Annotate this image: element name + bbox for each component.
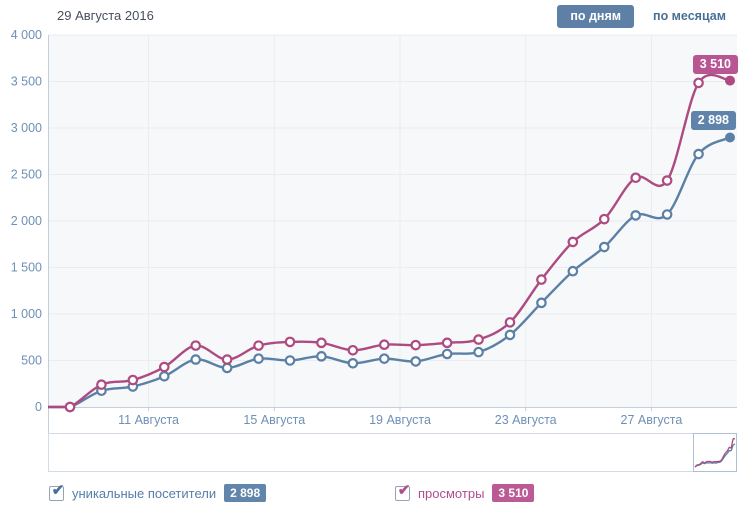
overview-series-visitors [694,443,736,468]
overview-strip[interactable] [48,433,737,472]
data-point-visitors[interactable] [158,371,170,382]
data-point-visitors[interactable] [316,351,327,362]
data-point-visitors[interactable] [284,355,296,366]
data-point-visitors[interactable] [221,362,233,374]
y-axis-label: 4 000 [11,28,42,42]
x-axis-label: 15 Августа [243,413,305,427]
data-point-views[interactable] [221,354,233,365]
data-point-views[interactable] [473,334,484,345]
y-axis-label: 2 000 [11,214,42,228]
data-point-visitors[interactable] [567,265,579,277]
data-point-visitors[interactable] [378,353,390,364]
views-checkbox[interactable]: ✔ [395,481,411,501]
by-days-button[interactable]: по дням [557,5,634,28]
data-point-views[interactable] [567,236,579,248]
data-point-views[interactable] [598,213,610,225]
legend-label-visitors[interactable]: уникальные посетители [72,485,217,501]
data-point-visitors[interactable] [441,348,453,360]
y-axis-label: 1 000 [11,307,42,321]
data-point-views[interactable] [127,374,139,386]
legend-value-views: 3 510 [492,484,535,502]
y-axis-label: 0 [35,400,42,414]
current-date-label: 29 Августа 2016 [57,8,154,23]
data-point-visitors[interactable] [410,356,422,367]
checkmark-icon: ✔ [51,481,65,499]
views-value-badge: 3 510 [692,55,738,74]
overview-series-views [694,437,736,468]
legend-value-visitors: 2 898 [224,484,267,502]
data-point-views[interactable] [96,379,107,390]
legend-item-visitors[interactable]: ✔ уникальные посетители 2 898 [49,481,267,502]
data-point-views[interactable] [284,336,296,348]
data-point-views[interactable] [347,344,359,356]
data-point-visitors[interactable] [661,209,673,220]
data-point-views[interactable] [661,175,673,186]
final-point-views[interactable] [725,75,735,86]
data-point-views[interactable] [630,172,642,184]
y-axis-label: 500 [21,354,42,368]
data-point-visitors[interactable] [253,353,264,364]
data-point-views[interactable] [693,77,704,89]
final-point-visitors[interactable] [725,132,735,143]
data-point-visitors[interactable] [347,357,359,369]
legend-label-views[interactable]: просмотры [418,485,485,501]
visitors-value-badge: 2 898 [690,111,736,130]
data-point-views[interactable] [190,340,202,351]
data-point-visitors[interactable] [598,241,610,253]
data-point-visitors[interactable] [693,148,704,160]
data-point-views[interactable] [253,340,264,351]
data-point-views[interactable] [158,361,170,373]
data-point-views[interactable] [504,317,516,328]
legend-item-views[interactable]: ✔ просмотры 3 510 [395,481,535,502]
data-point-views[interactable] [410,339,422,351]
x-axis-label: 23 Августа [495,413,557,427]
data-point-visitors[interactable] [473,346,484,358]
x-axis-label: 19 Августа [369,413,431,427]
data-point-views[interactable] [64,401,76,413]
data-point-visitors[interactable] [536,297,547,309]
y-axis-label: 1 500 [11,261,42,275]
y-axis-label: 3 500 [11,75,42,89]
data-point-views[interactable] [316,337,327,349]
data-point-visitors[interactable] [190,354,202,365]
visitors-checkbox[interactable]: ✔ [49,481,65,501]
data-point-views[interactable] [536,274,547,285]
overview-selection[interactable] [693,433,737,472]
by-months-button[interactable]: по месяцам [640,5,739,28]
data-point-visitors[interactable] [504,329,516,341]
y-axis-label: 3 000 [11,121,42,135]
data-point-visitors[interactable] [630,210,642,221]
x-axis-label: 27 Августа [621,413,683,427]
x-axis-label: 11 Августа [118,413,179,427]
checkmark-icon: ✔ [397,481,411,499]
data-point-views[interactable] [441,337,453,349]
data-point-views[interactable] [378,339,390,350]
y-axis-label: 2 500 [11,168,42,182]
